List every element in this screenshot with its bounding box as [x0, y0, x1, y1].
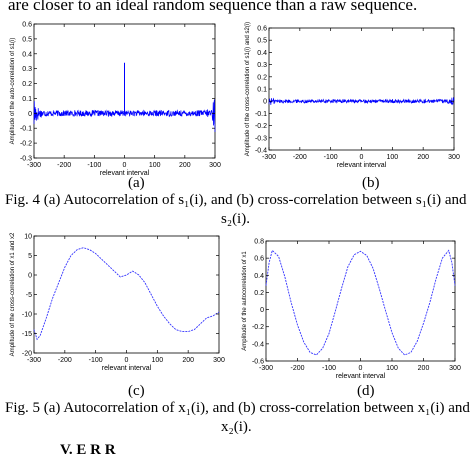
x-tick-label: -100	[87, 162, 101, 169]
chart-panel-b: -300 -200 -100 0 100 200 300 -0.4 -0.3 -0.2 -0.1 0 0…	[245, 22, 460, 169]
x-tick-label: -200	[290, 365, 304, 372]
y-tick-label: 0	[28, 273, 32, 280]
fig4-sub-b: (b)	[362, 175, 380, 191]
y-tick-label: -5	[26, 292, 32, 299]
y-tick-label: 0	[28, 111, 32, 118]
fig5-caption-line2: x₂(i).	[221, 419, 252, 435]
y-tick-label: 0	[263, 99, 267, 106]
x-tick-label: 300	[448, 154, 460, 161]
x-axis-label: relevant interval	[337, 162, 387, 169]
x-tick-label: 100	[386, 154, 398, 161]
series-line	[268, 97, 455, 106]
x-tick-label: -100	[322, 365, 336, 372]
fig4-sub-a: (a)	[128, 175, 145, 191]
series-line	[33, 99, 216, 133]
plot-frame	[268, 27, 455, 151]
y-tick-label: 0.3	[22, 66, 32, 73]
y-tick-label: -20	[22, 351, 32, 358]
y-tick-label: -0.4	[252, 341, 264, 348]
fig5-sub-d: (d)	[357, 383, 375, 399]
x-tick-label: 100	[149, 162, 161, 169]
y-tick-label: 0.1	[257, 87, 267, 94]
x-tick-label: -200	[293, 154, 307, 161]
x-axis-label: relevant interval	[100, 170, 150, 177]
x-tick-label: 200	[418, 365, 430, 372]
y-tick-label: 0.2	[254, 290, 264, 297]
x-tick-label: 300	[213, 357, 225, 364]
x-tick-label: 0	[359, 365, 363, 372]
y-tick-label: 0.8	[254, 239, 264, 246]
x-tick-label: -300	[259, 365, 273, 372]
chart-panel-d: -300 -200 -100 0 100 200 300 -0.6 -0.4 -0.2 0 0.2 0.…	[242, 239, 461, 381]
y-tick-label: -0.2	[255, 123, 267, 130]
y-tick-label: -10	[22, 312, 32, 319]
y-tick-label: 0.4	[254, 273, 264, 280]
y-tick-label: 10	[24, 234, 32, 241]
x-tick-label: 0	[360, 154, 364, 161]
fig4-caption-line1: Fig. 4 (a) Autocorrelation of s₁(i), and…	[5, 192, 467, 208]
x-tick-label: -300	[27, 357, 41, 364]
y-axis-label: Amplitude of the cross-correlation of s1…	[245, 22, 251, 156]
section-heading-fragment: V. E R R	[60, 442, 116, 458]
y-tick-label: 0.4	[22, 51, 32, 58]
y-tick-label: -0.1	[20, 126, 32, 133]
y-axis-label: Amplitude of the autocorrelation of x1	[242, 251, 248, 351]
x-tick-label: 200	[179, 162, 191, 169]
y-tick-label: -0.2	[20, 141, 32, 148]
y-tick-label: 0.5	[257, 38, 267, 45]
x-tick-label: 100	[151, 357, 163, 364]
header-text: are closer to an ideal random sequence t…	[8, 0, 418, 14]
y-tick-label: -0.1	[255, 111, 267, 118]
x-tick-label: -100	[324, 154, 338, 161]
series-line	[33, 247, 220, 341]
x-tick-label: 200	[182, 357, 194, 364]
chart-panel-c: -300 -200 -100 0 100 200 300 -20 -15 -10 -5 0 5 10 rel…	[10, 232, 225, 372]
plot-frame	[265, 240, 456, 362]
y-tick-label: 0.5	[22, 36, 32, 43]
y-tick-label: -0.2	[252, 324, 264, 331]
x-tick-label: -200	[58, 357, 72, 364]
x-axis-label: relevant interval	[336, 373, 386, 380]
x-tick-label: 100	[386, 365, 398, 372]
fig4-caption-line2: s₂(i).	[221, 211, 250, 227]
y-tick-label: -0.4	[255, 148, 267, 155]
x-tick-label: 0	[123, 162, 127, 169]
series-line	[265, 249, 456, 356]
plot-frame	[33, 235, 220, 354]
fig5-sub-c: (c)	[128, 383, 145, 399]
y-tick-label: 0.4	[257, 50, 267, 57]
x-tick-label: 200	[417, 154, 429, 161]
y-tick-label: -15	[22, 331, 32, 338]
y-tick-label: 0.1	[22, 96, 32, 103]
x-tick-label: -300	[262, 154, 276, 161]
y-tick-label: -0.3	[20, 156, 32, 163]
fig5-caption-line1: Fig. 5 (a) Autocorrelation of x₁(i), and…	[5, 400, 470, 416]
x-axis-label: relevant interval	[102, 365, 152, 372]
y-tick-label: 5	[28, 253, 32, 260]
x-tick-label: 300	[449, 365, 461, 372]
y-axis-label: Amplitude of the auto-correlation of s1(…	[10, 38, 16, 145]
x-tick-label: -300	[27, 162, 41, 169]
y-tick-label: 0.2	[257, 74, 267, 81]
y-axis-label: Amplitude of the cross-correlation of x1…	[10, 232, 16, 356]
x-tick-label: -200	[57, 162, 71, 169]
x-tick-label: 0	[125, 357, 129, 364]
x-tick-label: -100	[89, 357, 103, 364]
y-tick-label: 0.6	[22, 22, 32, 29]
y-tick-label: -0.6	[252, 359, 264, 366]
y-tick-label: 0	[260, 307, 264, 314]
y-tick-label: 0.2	[22, 81, 32, 88]
y-tick-label: 0.3	[257, 62, 267, 69]
x-tick-label: 300	[209, 162, 221, 169]
y-tick-label: 0.6	[254, 256, 264, 263]
chart-panel-a: -300 -200 -100 0 100 200 300 -0.3 -0.2 -0.1 0 0.1 0.…	[10, 22, 221, 178]
y-tick-label: 0.6	[257, 26, 267, 33]
y-tick-label: -0.3	[255, 135, 267, 142]
